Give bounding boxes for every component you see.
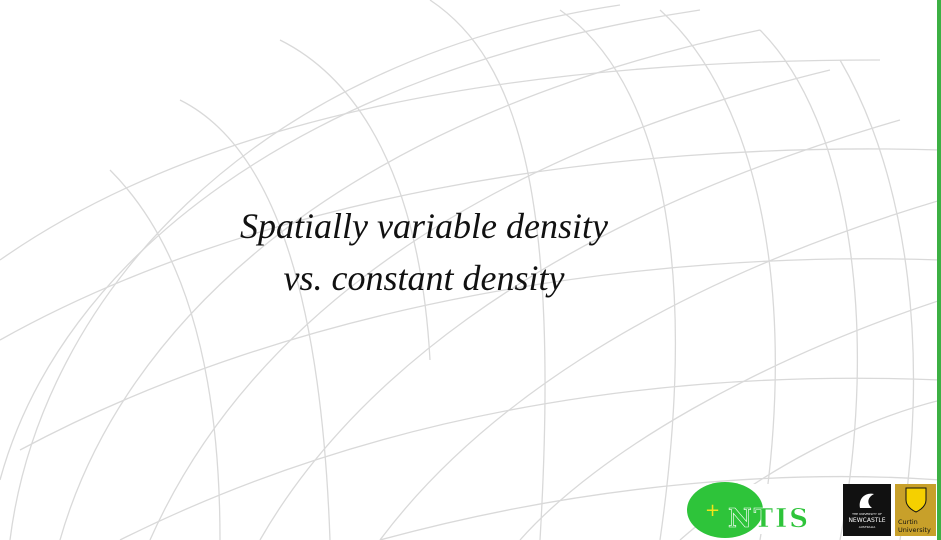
accent-bar	[937, 0, 941, 540]
ntis-logo: + NTIS	[687, 482, 840, 538]
ntis-plus: +	[705, 500, 720, 521]
newcastle-logo: THE UNIVERSITY OF NEWCASTLE AUSTRALIA	[843, 484, 891, 536]
curtin-line1: Curtin	[898, 518, 918, 526]
ntis-name: NTIS	[728, 504, 810, 534]
title-line: Spatially variable density	[240, 206, 608, 246]
title-line: vs. constant density	[284, 258, 565, 298]
newcastle-country: AUSTRALIA	[859, 525, 877, 529]
newcastle-name: NEWCASTLE	[848, 517, 885, 524]
curtin-line2: University	[898, 526, 931, 534]
curtin-logo: Curtin University	[895, 484, 936, 536]
newcastle-small: THE UNIVERSITY OF	[851, 512, 882, 516]
